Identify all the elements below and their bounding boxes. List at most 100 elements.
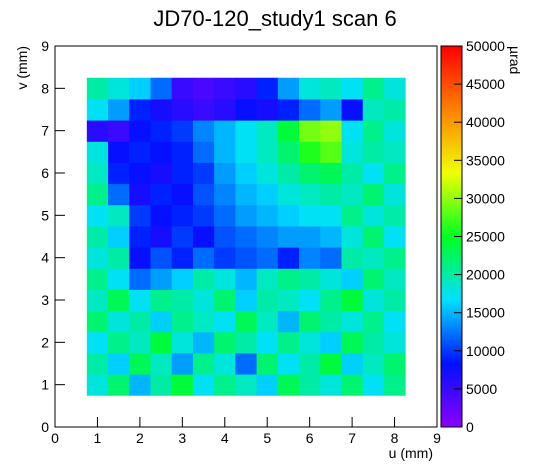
heatmap-cell <box>383 183 406 206</box>
heatmap-cell <box>256 183 279 206</box>
heatmap-cell <box>192 289 215 312</box>
heatmap-cell <box>235 98 258 121</box>
heatmap-cell <box>256 289 279 312</box>
heatmap-cell <box>214 141 236 163</box>
heatmap-cell <box>383 77 406 100</box>
heatmap-cell <box>299 374 321 396</box>
heatmap-cell <box>383 268 406 290</box>
heatmap-cell <box>362 352 385 375</box>
heatmap-cell <box>299 247 321 269</box>
heatmap-cell <box>235 225 258 248</box>
heatmap-cell <box>320 77 342 100</box>
heatmap-cell <box>299 204 321 227</box>
heatmap-cell <box>341 289 364 312</box>
y-tick-label: 2 <box>41 334 49 350</box>
heatmap-cell <box>129 331 151 354</box>
z-tick-label: 45000 <box>466 76 505 92</box>
z-tick-label: 5000 <box>466 381 497 397</box>
x-tick-label: 5 <box>263 430 271 446</box>
heatmap-cell <box>108 310 130 333</box>
heatmap-cell <box>171 352 194 375</box>
heatmap-cell <box>150 162 173 185</box>
heatmap-cell <box>235 204 258 227</box>
heatmap-cell <box>277 331 300 354</box>
heatmap-cell <box>235 77 258 100</box>
heatmap-cell <box>129 183 151 206</box>
heatmap-cell <box>86 247 109 269</box>
heatmap-cell <box>150 204 173 227</box>
heatmap-cell <box>129 204 151 227</box>
heatmap-cell <box>171 162 194 185</box>
heatmap-cell <box>171 225 194 248</box>
z-tick-label: 40000 <box>466 114 505 130</box>
x-tick-label: 4 <box>221 430 229 446</box>
x-tick-label: 7 <box>348 430 356 446</box>
heatmap-cell <box>129 374 151 396</box>
heatmap-cell <box>150 310 173 333</box>
heatmap-cell <box>108 225 130 248</box>
heatmap-cell <box>192 352 215 375</box>
heatmap-cell <box>362 247 385 269</box>
heatmap-cell <box>256 204 279 227</box>
heatmap-cell <box>341 183 364 206</box>
heatmap-cell <box>362 77 385 100</box>
heatmap-cell <box>171 331 194 354</box>
z-tick-label: 10000 <box>466 343 505 359</box>
y-tick-label: 3 <box>41 292 49 308</box>
heatmap-cell <box>214 310 236 333</box>
heatmap-cell <box>86 374 109 396</box>
heatmap-cell <box>256 352 279 375</box>
heatmap-cell <box>129 225 151 248</box>
heatmap-cell <box>341 98 364 121</box>
heatmap-cell <box>214 289 236 312</box>
heatmap-cell <box>86 268 109 290</box>
heatmap-cell <box>214 225 236 248</box>
heatmap-cell <box>341 225 364 248</box>
heatmap-cell <box>299 289 321 312</box>
heatmap-cell <box>320 331 342 354</box>
heatmap-cell <box>150 77 173 100</box>
heatmap-cell <box>277 247 300 269</box>
x-tick-label: 2 <box>136 430 144 446</box>
heatmap-cell <box>214 352 236 375</box>
y-tick-label: 4 <box>41 250 49 266</box>
heatmap-cell <box>108 289 130 312</box>
heatmap-cell <box>383 352 406 375</box>
heatmap-cell <box>362 183 385 206</box>
heatmap-cell <box>192 141 215 163</box>
y-tick-label: 7 <box>41 123 49 139</box>
heatmap-cell <box>235 247 258 269</box>
heatmap-cell <box>299 162 321 185</box>
heatmap-cell <box>214 120 236 142</box>
heatmap-cell <box>256 374 279 396</box>
heatmap-cell <box>341 352 364 375</box>
heatmap-cell <box>192 77 215 100</box>
heatmap-cell <box>341 310 364 333</box>
heatmap-cell <box>192 247 215 269</box>
heatmap-cell <box>320 120 342 142</box>
heatmap-cell <box>299 310 321 333</box>
heatmap-cell <box>383 225 406 248</box>
x-tick-label: 6 <box>306 430 314 446</box>
heatmap-cell <box>86 120 109 142</box>
heatmap-cell <box>108 374 130 396</box>
heatmap-cell <box>129 98 151 121</box>
heatmap-cell <box>277 120 300 142</box>
heatmap-cell <box>86 352 109 375</box>
heatmap-cell <box>192 162 215 185</box>
heatmap-cell <box>192 331 215 354</box>
heatmap-cell <box>362 289 385 312</box>
heatmap-cell <box>171 204 194 227</box>
heatmap-cell <box>86 183 109 206</box>
heatmap-cell <box>129 352 151 375</box>
x-tick-label: 1 <box>94 430 102 446</box>
heatmap-cell <box>341 141 364 163</box>
heatmap-cell <box>320 374 342 396</box>
z-axis-label: µrad <box>507 46 523 74</box>
heatmap-cell <box>383 204 406 227</box>
heatmap-cell <box>192 98 215 121</box>
heatmap-cell <box>256 77 279 100</box>
heatmap-cell <box>277 310 300 333</box>
heatmap-cell <box>277 352 300 375</box>
heatmap-cell <box>150 352 173 375</box>
